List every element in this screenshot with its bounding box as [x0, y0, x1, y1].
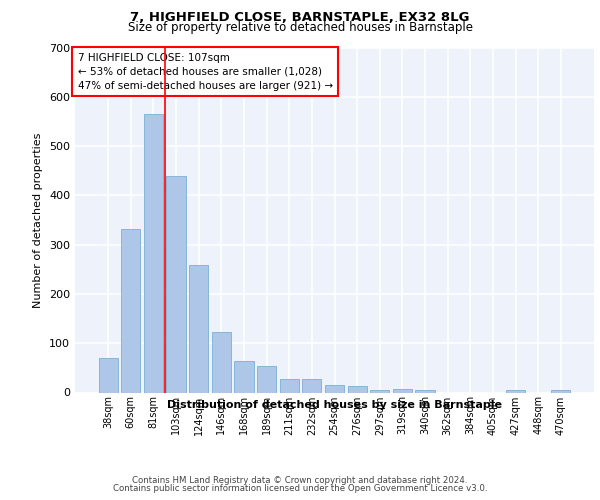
- Text: Distribution of detached houses by size in Barnstaple: Distribution of detached houses by size …: [167, 400, 502, 410]
- Bar: [212, 332, 231, 392]
- Bar: [393, 389, 412, 392]
- Bar: [551, 390, 571, 392]
- Bar: [144, 114, 163, 392]
- Text: 7 HIGHFIELD CLOSE: 107sqm
← 53% of detached houses are smaller (1,028)
47% of se: 7 HIGHFIELD CLOSE: 107sqm ← 53% of detac…: [77, 52, 333, 90]
- Bar: [347, 386, 367, 392]
- Bar: [370, 390, 389, 392]
- Bar: [257, 366, 276, 392]
- Text: 7, HIGHFIELD CLOSE, BARNSTAPLE, EX32 8LG: 7, HIGHFIELD CLOSE, BARNSTAPLE, EX32 8LG: [130, 11, 470, 24]
- Bar: [506, 390, 525, 392]
- Bar: [121, 229, 140, 392]
- Bar: [415, 390, 434, 392]
- Bar: [302, 378, 322, 392]
- Text: Contains public sector information licensed under the Open Government Licence v3: Contains public sector information licen…: [113, 484, 487, 493]
- Bar: [280, 378, 299, 392]
- Bar: [98, 358, 118, 392]
- Bar: [166, 176, 186, 392]
- Bar: [189, 266, 208, 392]
- Bar: [325, 385, 344, 392]
- Text: Size of property relative to detached houses in Barnstaple: Size of property relative to detached ho…: [128, 21, 473, 34]
- Y-axis label: Number of detached properties: Number of detached properties: [34, 132, 43, 308]
- Text: Contains HM Land Registry data © Crown copyright and database right 2024.: Contains HM Land Registry data © Crown c…: [132, 476, 468, 485]
- Bar: [235, 362, 254, 392]
